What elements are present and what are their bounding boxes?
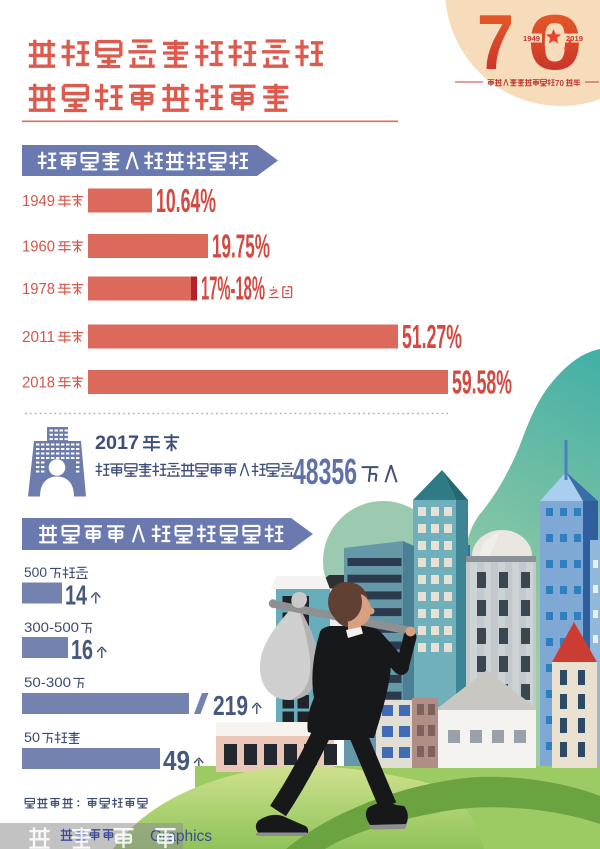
svg-text:50-300: 50-300 xyxy=(24,674,71,690)
svg-text:300-500: 300-500 xyxy=(24,619,79,635)
svg-text:17%-18%: 17%-18% xyxy=(201,270,265,307)
svg-text:2011: 2011 xyxy=(22,329,55,346)
svg-text:49: 49 xyxy=(163,745,190,776)
svg-text:48356: 48356 xyxy=(293,451,357,492)
svg-text:500: 500 xyxy=(24,564,47,580)
svg-text:1978: 1978 xyxy=(22,281,55,298)
svg-text:70: 70 xyxy=(555,78,564,88)
svg-text:0: 0 xyxy=(527,0,583,86)
svg-text:50: 50 xyxy=(24,729,40,745)
svg-text:51.27%: 51.27% xyxy=(402,318,462,355)
svg-text:2019: 2019 xyxy=(566,34,583,43)
svg-text:219: 219 xyxy=(213,690,248,721)
svg-text:59.58%: 59.58% xyxy=(452,364,512,401)
svg-text:1960: 1960 xyxy=(22,239,55,256)
svg-text:2018: 2018 xyxy=(22,375,55,392)
svg-text::: : xyxy=(76,798,80,810)
svg-text:19.75%: 19.75% xyxy=(212,228,270,265)
svg-text:10.64%: 10.64% xyxy=(156,182,216,219)
svg-text:7: 7 xyxy=(477,0,514,86)
svg-text:2017: 2017 xyxy=(95,432,139,454)
svg-text:16: 16 xyxy=(71,634,93,665)
svg-text:14: 14 xyxy=(65,580,87,611)
svg-text:1949: 1949 xyxy=(22,193,55,210)
svg-text:1949: 1949 xyxy=(523,34,540,43)
